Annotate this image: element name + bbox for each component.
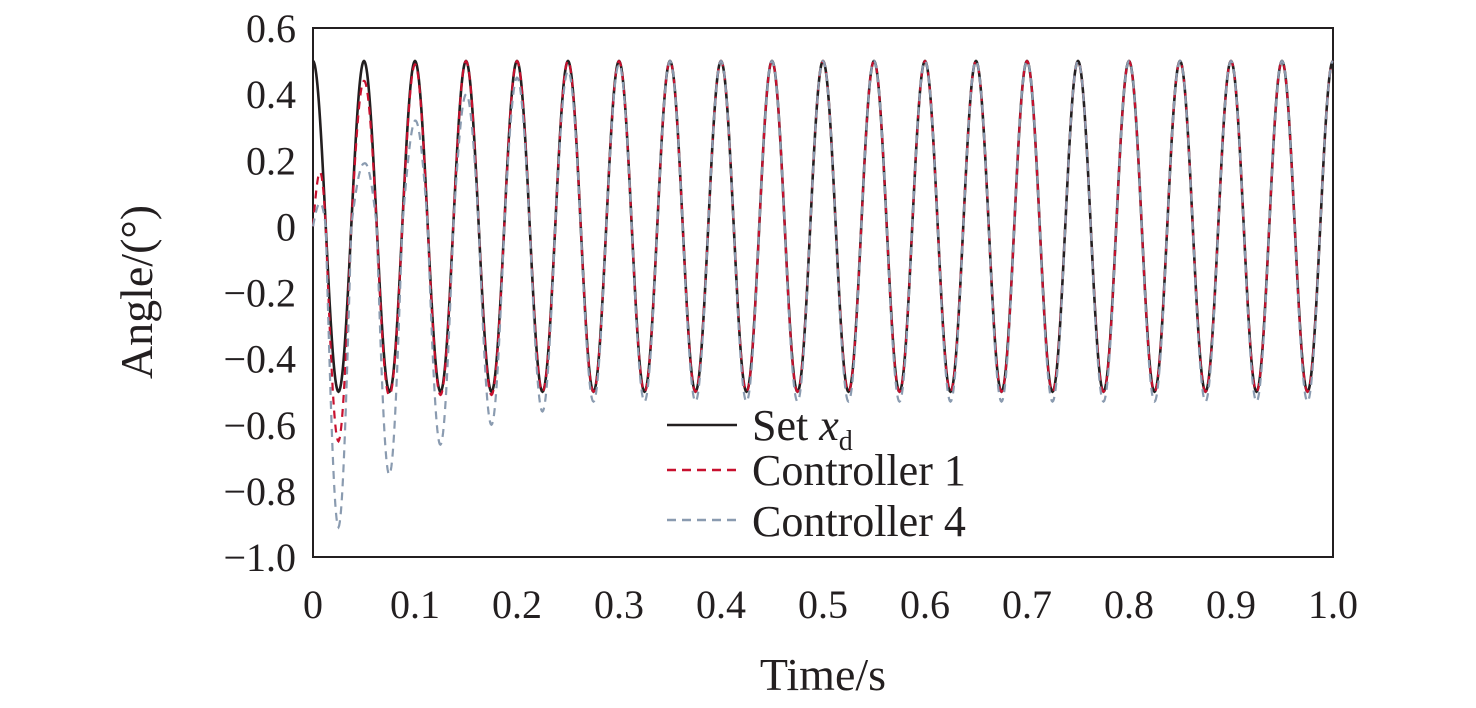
x-tick-label: 0.2 — [492, 582, 542, 627]
legend: Set xd Controller 1 Controller 4 — [667, 401, 966, 546]
series-line-controller-4 — [311, 59, 1334, 530]
y-tick-label: −0.2 — [223, 271, 296, 316]
y-axis-label: Angle/(°) — [111, 205, 162, 379]
legend-label-set-xd: Set xd — [752, 401, 853, 457]
x-tick-label: 0.1 — [390, 582, 440, 627]
series-line-set-xd — [312, 59, 1334, 394]
series-line-controller-1 — [311, 59, 1334, 444]
legend-label-set-xd-main: Set x — [752, 401, 839, 450]
x-tick-label: 0.4 — [696, 582, 746, 627]
y-tick-label: −0.8 — [223, 469, 296, 514]
legend-label-controller-1: Controller 1 — [752, 446, 966, 495]
y-tick-label: −1.0 — [223, 535, 296, 580]
plot-frame — [312, 27, 1334, 558]
x-tick-label: 0.6 — [900, 582, 950, 627]
x-tick-label: 0.3 — [594, 582, 644, 627]
y-tick-label: 0.4 — [246, 72, 296, 117]
series-layer — [311, 59, 1334, 530]
legend-label-set-xd-sub: d — [839, 426, 853, 457]
y-axis-ticks: 0.6 0.4 0.2 0 −0.2 −0.4 −0.6 −0.8 −1.0 — [223, 6, 296, 580]
x-tick-label: 0 — [303, 582, 323, 627]
x-axis-ticks: 0 0.1 0.2 0.3 0.4 0.5 0.6 0.7 0.8 0.9 1.0 — [303, 582, 1358, 627]
y-tick-label: −0.6 — [223, 403, 296, 448]
x-tick-label: 0.5 — [798, 582, 848, 627]
legend-label-set-text: Set — [752, 401, 819, 450]
x-tick-label: 0.8 — [1104, 582, 1154, 627]
y-tick-label: −0.4 — [223, 337, 296, 382]
legend-label-x-symbol: x — [818, 401, 839, 450]
x-tick-label: 0.9 — [1206, 582, 1256, 627]
y-tick-label: 0.6 — [246, 6, 296, 51]
x-axis-label: Time/s — [760, 649, 886, 700]
x-tick-label: 0.7 — [1002, 582, 1052, 627]
x-tick-label: 1.0 — [1308, 582, 1358, 627]
y-tick-label: 0.2 — [246, 138, 296, 183]
y-tick-label: 0 — [276, 204, 296, 249]
legend-label-controller-4: Controller 4 — [752, 497, 966, 546]
